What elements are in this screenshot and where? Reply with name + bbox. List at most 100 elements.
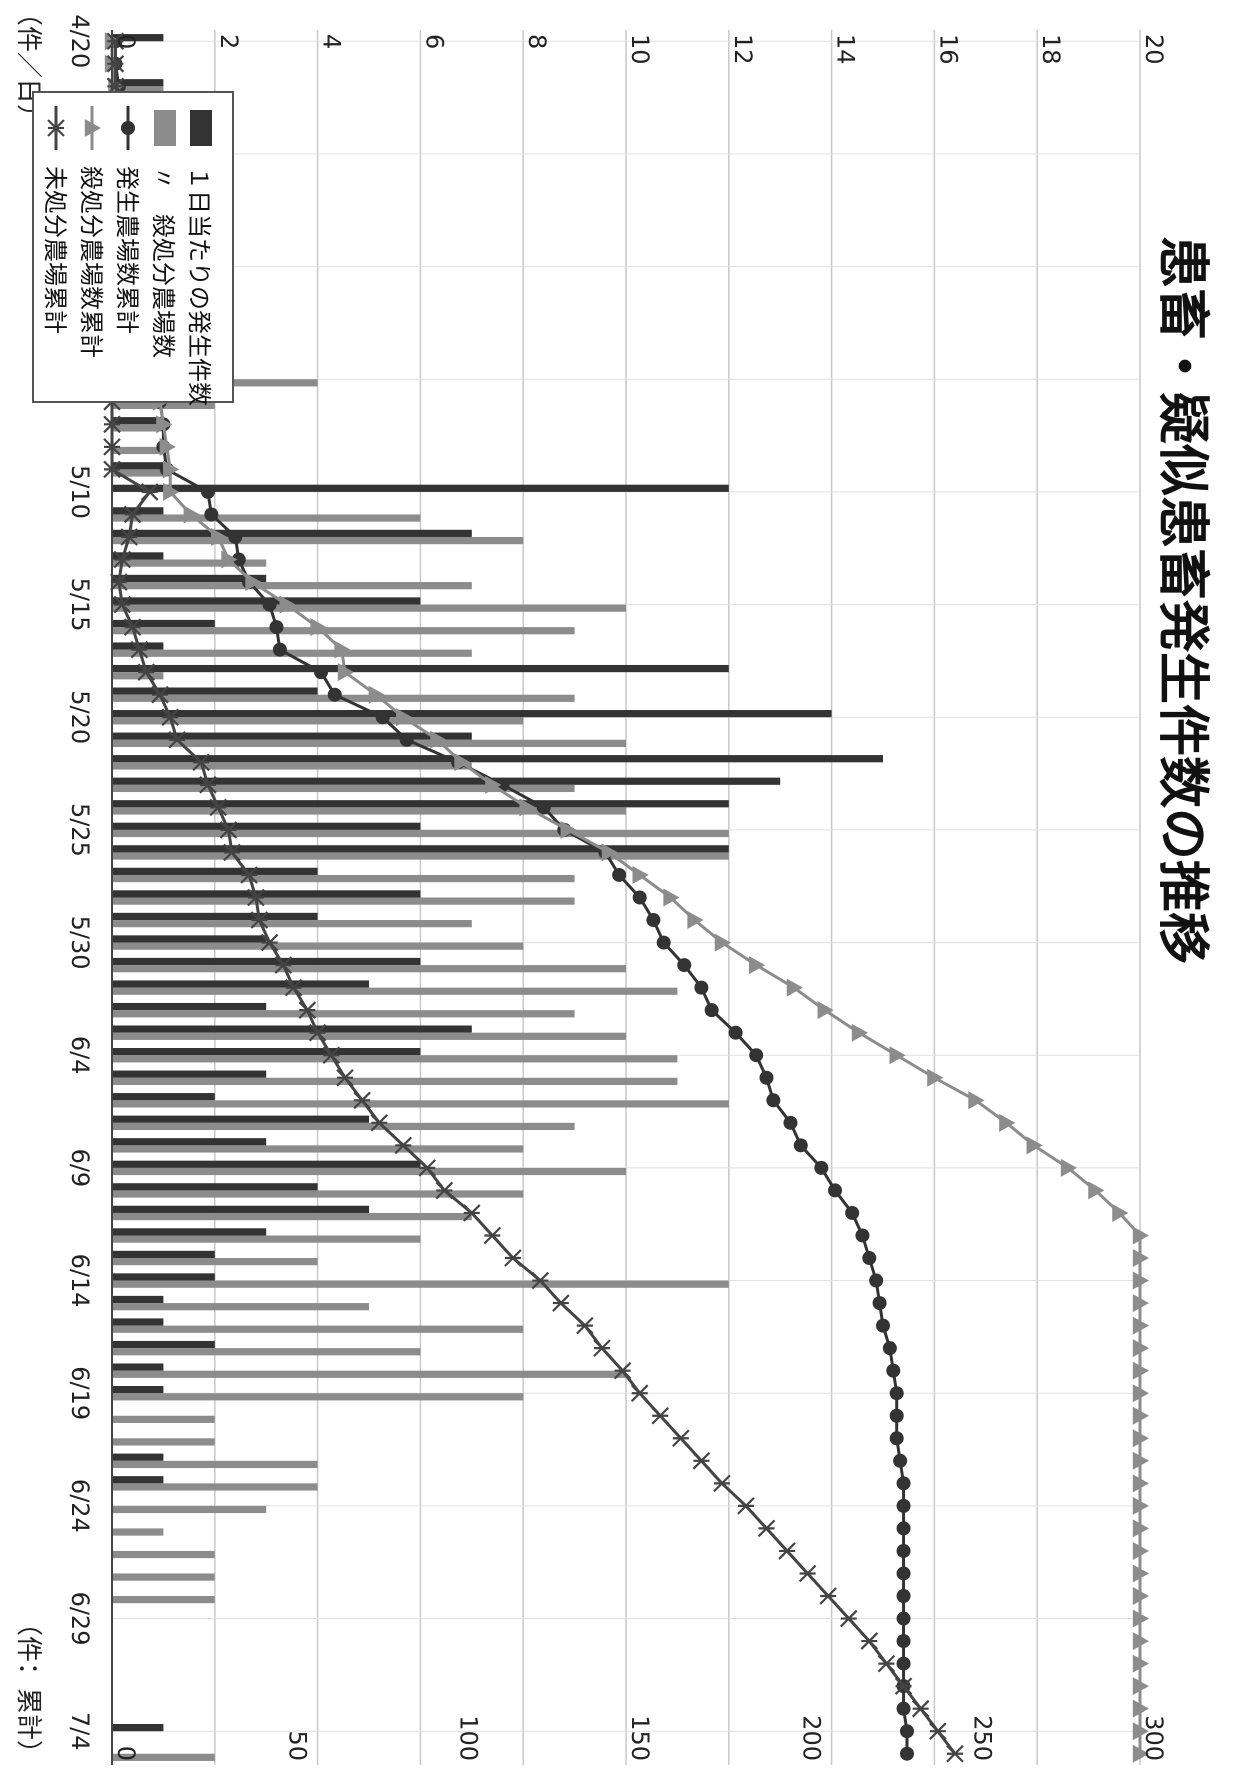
cumulative-culled-point <box>310 618 327 637</box>
daily-culled-bar <box>112 1032 626 1040</box>
cumulative-outbreak-point <box>886 1363 901 1378</box>
daily-culled-bar <box>111 1460 318 1469</box>
daily-outbreak-bar <box>112 710 832 718</box>
cumulative-outbreak-point <box>632 890 647 905</box>
cumulative-outbreak-point <box>896 1656 911 1671</box>
daily-outbreak-bar <box>112 529 472 537</box>
cumulative-pending-point <box>298 1001 317 1019</box>
cumulative-pending-point <box>137 663 156 681</box>
cumulative-culled-point <box>279 595 296 614</box>
right-axis-tick-label: 250 <box>969 1715 997 1761</box>
daily-outbreak-bar <box>112 1386 164 1394</box>
daily-outbreak-bar <box>112 935 267 943</box>
cumulative-outbreak-point <box>855 1228 870 1243</box>
cumulative-outbreak-point <box>889 1386 904 1401</box>
daily-culled-bar <box>112 1077 678 1085</box>
cumulative-pending-point <box>778 1542 796 1560</box>
left-axis-tick-label: 0 <box>112 34 140 49</box>
cumulative-culled-point <box>211 527 228 546</box>
daily-culled-bar <box>112 1528 164 1536</box>
x-tick-label: 4/20 <box>66 14 94 68</box>
daily-outbreak-bar <box>112 1093 215 1101</box>
cumulative-outbreak-point <box>896 1589 911 1604</box>
legend-label: １日当たりの発生件数 <box>185 166 213 406</box>
daily-outbreak-bar <box>112 1070 267 1078</box>
cumulative-outbreak-point <box>828 1183 843 1198</box>
daily-outbreak-bar <box>112 957 421 966</box>
cumulative-culled-point <box>1132 1519 1149 1538</box>
cumulative-culled-point <box>163 460 180 479</box>
cumulative-pending-point <box>308 1023 327 1042</box>
cumulative-culled-point <box>368 685 385 704</box>
daily-culled-bar <box>112 1573 215 1581</box>
cumulative-pending-point <box>929 1722 947 1740</box>
cumulative-culled-point <box>1132 1316 1149 1335</box>
cumulative-pending-point <box>260 933 279 952</box>
cumulative-outbreak-point <box>766 1093 781 1108</box>
daily-culled-bar <box>112 1212 472 1221</box>
cumulative-culled-point <box>1112 1203 1129 1222</box>
daily-culled-bar <box>112 604 626 612</box>
daily-outbreak-bar <box>111 1183 318 1191</box>
daily-outbreak-bar <box>112 1250 215 1259</box>
cumulative-pending-point <box>394 1136 413 1155</box>
daily-culled-bar <box>112 446 164 455</box>
cumulative-pending-point <box>877 1654 896 1673</box>
legend-label: 発生農場数累計 <box>113 166 141 334</box>
cumulative-pending-point <box>120 528 138 546</box>
cumulative-pending-point <box>692 1452 711 1470</box>
daily-outbreak-bar <box>112 1002 267 1011</box>
left-axis-tick-label: 10 <box>626 34 654 65</box>
cumulative-outbreak-point <box>749 1048 764 1063</box>
cumulative-outbreak-point <box>899 1724 914 1739</box>
cumulative-outbreak-point <box>814 1160 829 1175</box>
right-axis-tick-label: 100 <box>455 1715 483 1761</box>
daily-outbreak-bar <box>112 1025 472 1033</box>
cumulative-pending-point <box>113 550 132 569</box>
daily-culled-bar <box>111 1483 318 1491</box>
cumulative-outbreak-point <box>612 867 627 882</box>
cumulative-culled-point <box>1026 1136 1043 1155</box>
daily-outbreak-bar <box>112 1160 421 1168</box>
daily-outbreak-bar <box>112 1363 164 1371</box>
daily-outbreak-bar <box>112 417 164 425</box>
daily-culled-bar <box>112 1280 729 1288</box>
cumulative-outbreak-point <box>896 1701 911 1716</box>
cumulative-culled-point <box>927 1068 944 1087</box>
left-axis-tick-label: 16 <box>934 34 962 65</box>
cumulative-pending-point <box>123 618 142 636</box>
x-tick-label: 6/4 <box>66 1036 94 1075</box>
cumulative-culled-point <box>334 640 351 659</box>
cumulative-outbreak-point <box>704 1003 719 1018</box>
cumulative-culled-point <box>1132 1361 1149 1380</box>
daily-outbreak-bar <box>112 1340 215 1349</box>
cumulative-outbreak-point <box>845 1205 860 1220</box>
cumulative-outbreak-point <box>200 484 215 499</box>
cumulative-outbreak-point <box>783 1115 798 1130</box>
left-axis-tick-label: 18 <box>1037 34 1065 65</box>
daily-culled-bar <box>112 942 524 950</box>
daily-culled-bar <box>111 1010 575 1018</box>
cumulative-culled-point <box>1132 1294 1149 1313</box>
legend-label: 〃 殺処分農場数 <box>149 166 177 358</box>
cumulative-pending-point <box>168 730 186 749</box>
cumulative-outbreak-point <box>882 1341 897 1356</box>
cumulative-pending-point <box>274 956 293 974</box>
cumulative-outbreak-point <box>694 980 709 995</box>
daily-outbreak-bar <box>112 755 883 763</box>
right-axis-tick-label: 150 <box>626 1715 654 1761</box>
cumulative-culled-point <box>221 550 238 569</box>
cumulative-pending-point <box>106 32 125 51</box>
daily-outbreak-bar <box>111 912 318 921</box>
cumulative-culled-point <box>714 933 731 952</box>
x-tick-label: 5/10 <box>66 465 94 519</box>
cumulative-pending-point <box>151 685 169 704</box>
cumulative-outbreak-point <box>759 1070 774 1085</box>
cumulative-outbreak-point <box>896 1498 911 1513</box>
daily-outbreak-bar <box>112 732 472 740</box>
cumulative-outbreak-point <box>896 1476 911 1491</box>
x-tick-label: 6/29 <box>66 1592 94 1646</box>
cumulative-pending-point <box>737 1497 755 1515</box>
